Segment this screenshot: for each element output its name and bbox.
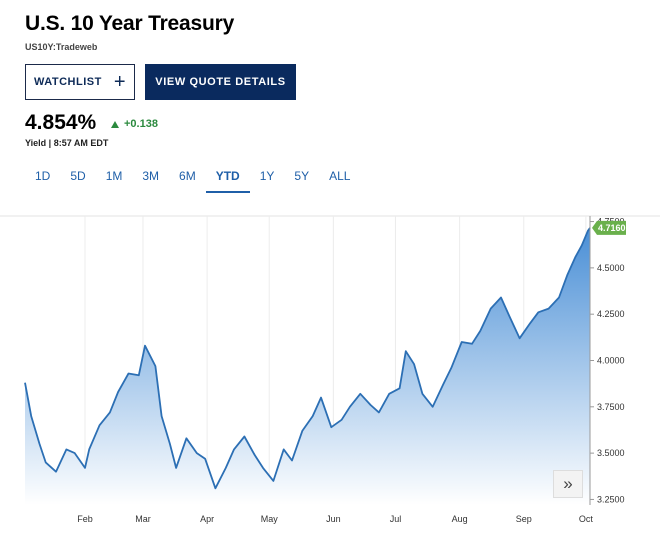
page-title: U.S. 10 Year Treasury (25, 12, 235, 35)
last-value-label: 4.7160 (598, 223, 626, 233)
x-tick-label: Jul (390, 514, 402, 524)
y-tick-label: 3.2500 (597, 494, 625, 504)
x-tick-label: Feb (77, 514, 93, 524)
y-tick-label: 4.0000 (597, 356, 625, 366)
tab-range-1y[interactable]: 1Y (259, 169, 275, 183)
series-area (25, 227, 590, 505)
x-tick-label: Aug (452, 514, 468, 524)
tab-range-1m[interactable]: 1M (105, 169, 123, 183)
x-tick-label: Oct (579, 514, 594, 524)
series-line (24, 227, 591, 490)
x-tick-label: May (261, 514, 279, 524)
y-tick-label: 3.5000 (597, 448, 625, 458)
x-tick-label: Mar (135, 514, 151, 524)
chart-scroll-button[interactable]: » (553, 470, 583, 498)
watchlist-button[interactable]: WATCHLIST + (25, 64, 135, 100)
y-tick-label: 4.2500 (597, 309, 625, 319)
tab-range-3m[interactable]: 3M (142, 169, 160, 183)
tab-range-ytd[interactable]: YTD (205, 163, 250, 193)
tab-range-6m[interactable]: 6M (179, 169, 196, 183)
symbol-subtitle: US10Y:Tradeweb (25, 42, 98, 52)
tab-range-5d[interactable]: 5D (70, 169, 86, 183)
watchlist-label: WATCHLIST (33, 76, 102, 88)
chevron-double-right-icon: » (563, 474, 573, 493)
range-tabs: 1D 5D 1M 3M 6M YTD 1Y 5Y ALL (25, 163, 360, 193)
x-tick-label: Jun (326, 514, 341, 524)
y-tick-label: 3.7500 (597, 402, 625, 412)
plus-icon: + (113, 71, 127, 93)
x-tick-label: Apr (200, 514, 214, 524)
y-tick-label: 4.5000 (597, 263, 625, 273)
tab-range-all[interactable]: ALL (329, 169, 351, 183)
last-value-flag (592, 220, 626, 235)
tab-range-5y[interactable]: 5Y (294, 169, 310, 183)
price-change: +0.138 (111, 118, 158, 130)
yield-timestamp: Yield | 8:57 AM EDT (25, 138, 109, 148)
tab-range-1d[interactable]: 1D (35, 169, 51, 183)
x-tick-label: Sep (516, 514, 532, 524)
price-change-value: +0.138 (124, 118, 158, 130)
up-triangle-icon (111, 120, 119, 128)
last-price: 4.854% (25, 111, 97, 134)
view-quote-details-button[interactable]: VIEW QUOTE DETAILS (145, 64, 296, 100)
